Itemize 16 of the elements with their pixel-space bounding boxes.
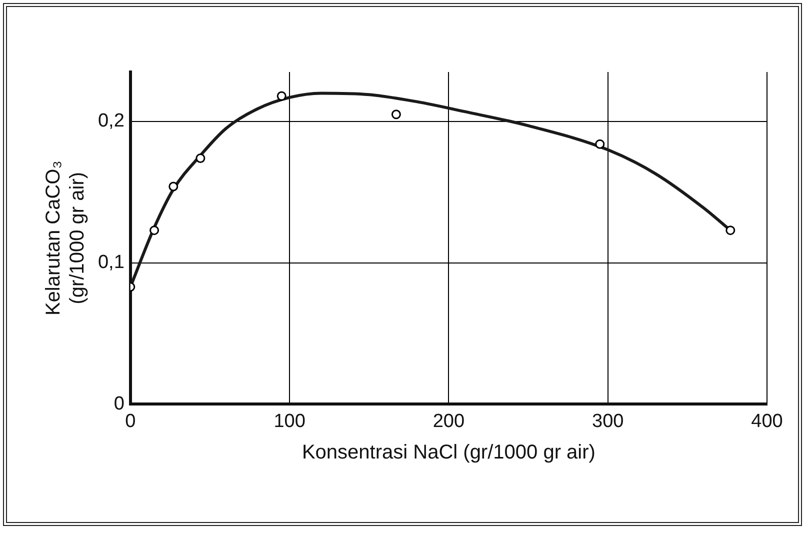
x-tick-label: 200 bbox=[432, 410, 465, 432]
point bbox=[196, 153, 206, 163]
y-tick-label: 0 bbox=[114, 393, 124, 414]
x-tick-label: 400 bbox=[751, 410, 783, 432]
point bbox=[726, 226, 736, 236]
point bbox=[276, 91, 286, 101]
y-tick-label: 0,1 bbox=[98, 252, 124, 274]
point bbox=[391, 110, 401, 120]
point bbox=[595, 139, 605, 149]
x-axis-title: Konsentrasi NaCl (gr/1000 gr air) bbox=[302, 442, 596, 464]
x-tick-label: 300 bbox=[592, 410, 624, 432]
x-tick-label: 100 bbox=[274, 410, 306, 432]
point bbox=[168, 182, 178, 192]
point bbox=[150, 226, 160, 236]
y-axis-title: Kelarutan CaCO₃ (gr/1000 gr air) bbox=[42, 160, 89, 316]
y-tick-label: 0,2 bbox=[98, 110, 124, 132]
